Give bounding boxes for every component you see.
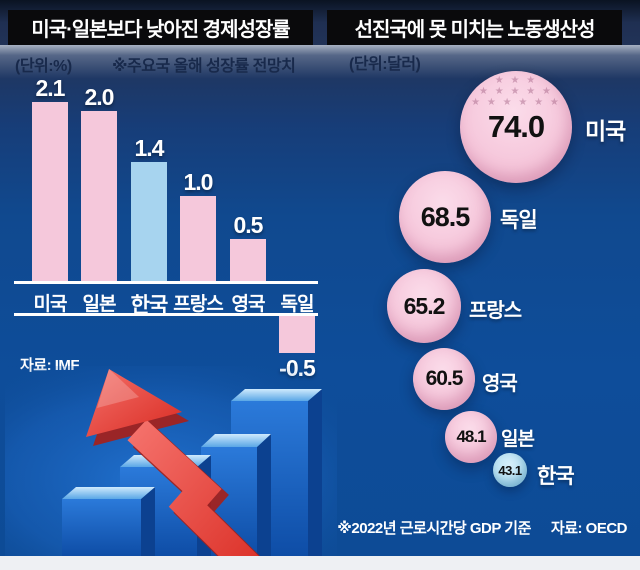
left-chart-note: ※주요국 올해 성장률 전망치: [112, 58, 296, 75]
left-chart-unit: (단위:%): [15, 58, 72, 75]
bar-korea-highlight: [131, 162, 167, 282]
bubble-value: 68.5: [420, 201, 471, 232]
growth-arrow-icon: [86, 369, 260, 556]
x-tick-france: 프랑스: [173, 294, 223, 315]
bar-uk: [230, 239, 266, 282]
growth-illustration: [5, 366, 337, 556]
bubble-label-uk: 영국: [482, 373, 518, 395]
bubble-value: 65.2: [403, 292, 446, 319]
bubble-value: 48.1: [456, 427, 486, 446]
bubble-label-japan: 일본: [501, 429, 535, 450]
bottom-margin: [0, 556, 640, 570]
bubble-japan: 48.1: [445, 411, 497, 463]
bubble-uk: 60.5: [413, 348, 475, 410]
x-tick-korea: 한국: [130, 294, 169, 317]
bubble-germany: 68.5: [399, 171, 491, 263]
right-chart-title: 선진국에 못 미치는 노동생산성: [354, 19, 596, 41]
bar-usa: [32, 102, 68, 282]
bubble-label-germany: 독일: [500, 209, 538, 232]
bar-value: 1.0: [183, 169, 214, 195]
x-tick-japan: 일본: [82, 294, 117, 315]
bar-value: 0.5: [233, 212, 264, 238]
right-chart-footer: ※2022년 근로시간당 GDP 기준 자료: OECD: [337, 517, 627, 538]
bubble-korea-highlight: 43.1: [493, 453, 527, 487]
bubble-france: 65.2: [387, 269, 461, 343]
left-chart-title-bar: 미국·일본보다 낮아진 경제성장률: [8, 10, 313, 45]
bar-value: 2.1: [35, 75, 66, 101]
bubble-value: 74.0: [487, 109, 545, 144]
bubble-label-korea: 한국: [537, 465, 575, 488]
bubble-label-usa: 미국: [585, 118, 626, 144]
x-axis-baseline: [14, 281, 318, 284]
bubble-label-france: 프랑스: [469, 300, 522, 322]
right-chart-title-bar: 선진국에 못 미치는 노동생산성: [327, 10, 622, 45]
right-chart-unit: (단위:달러): [349, 56, 421, 73]
x-axis-lower-line: [14, 313, 318, 316]
bar-japan: [81, 111, 117, 282]
right-chart-note: ※2022년 근로시간당 GDP 기준: [337, 520, 531, 537]
us-flag-stars-icon: ★ ★ ★ ★ ★ ★ ★ ★ ★ ★ ★ ★ ★ ★: [471, 75, 561, 108]
bubble-usa: ★ ★ ★ ★ ★ ★ ★ ★ ★ ★ ★ ★ ★ ★ 74.0: [460, 71, 572, 183]
x-tick-uk: 영국: [231, 294, 266, 315]
x-tick-usa: 미국: [33, 294, 68, 315]
right-chart-source: 자료: OECD: [550, 520, 628, 537]
bar-value: 2.0: [84, 84, 115, 110]
bubble-value: 43.1: [498, 462, 522, 478]
bubble-value: 60.5: [425, 367, 464, 390]
left-chart-title: 미국·일본보다 낮아진 경제성장률: [31, 19, 290, 41]
subtitle-gradient-band: [0, 45, 640, 79]
bar-germany-negative: [279, 316, 315, 353]
bar-france: [180, 196, 216, 282]
bar-value: 1.4: [134, 135, 165, 161]
x-tick-germany: 독일: [280, 294, 315, 315]
